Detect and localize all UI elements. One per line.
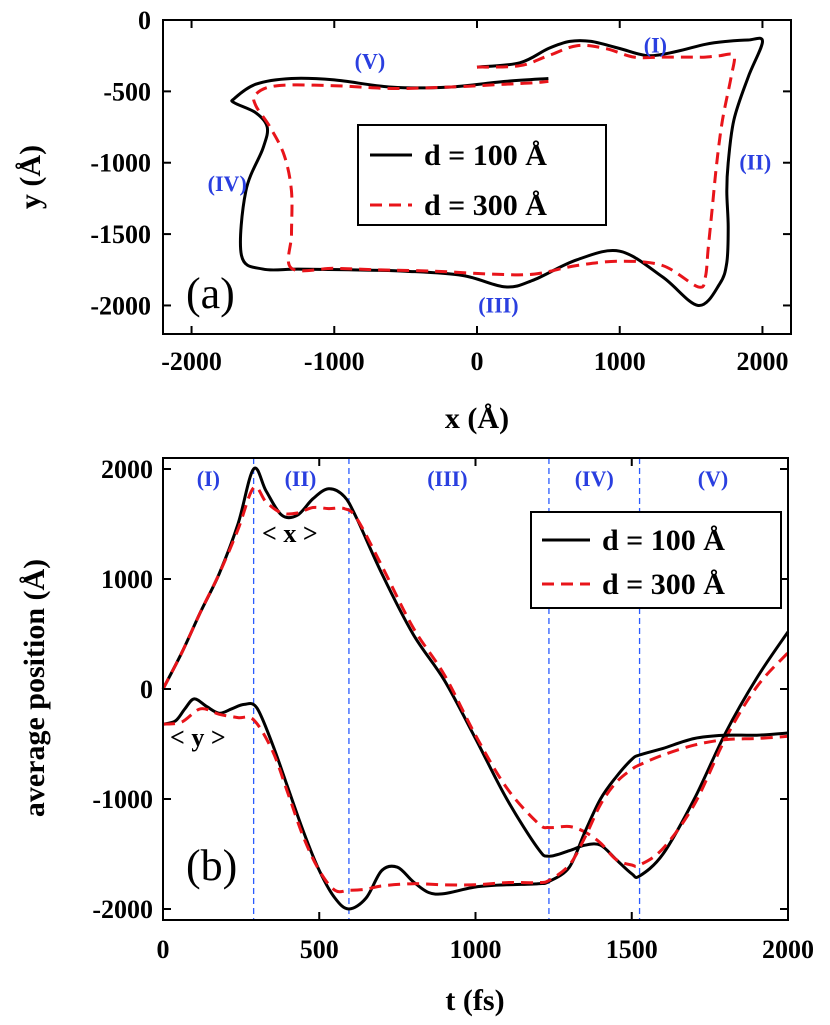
panel-b-series-x-d100-line bbox=[161, 466, 790, 879]
panel-b-region-label: (IV) bbox=[575, 466, 614, 491]
panel-a-y-tick-label: -1000 bbox=[90, 149, 151, 178]
panel-b-plot-area bbox=[161, 466, 790, 911]
panel-b-region-labels: (I) (II) (III) (IV) (V) bbox=[197, 466, 729, 491]
panel-b-legend: d = 100 Å d = 300 Å bbox=[530, 511, 782, 609]
panel-a-region-label: (V) bbox=[355, 48, 386, 73]
panel-b-y-tick-label: -2000 bbox=[92, 895, 153, 924]
panel-a-ticks bbox=[163, 19, 791, 334]
panel-a-x-axis-title: x (Å) bbox=[445, 402, 509, 435]
panel-a-x-tick-label: 1000 bbox=[594, 347, 646, 376]
panel-b-y-axis-title: average position (Å) bbox=[18, 559, 51, 817]
panel-b-region-label: (I) bbox=[197, 466, 220, 491]
panel-b-region-boundaries bbox=[252, 458, 641, 920]
panel-a-region-label: (IV) bbox=[208, 171, 247, 196]
panel-a-x-tick-label: 0 bbox=[471, 347, 484, 376]
panel-b-x-tick-label: 1500 bbox=[606, 935, 658, 964]
panel-a-region-label: (I) bbox=[644, 33, 667, 58]
panel-a-legend-label-100: d = 100 Å bbox=[424, 139, 547, 172]
panel-a-region-labels: (I) (II) (III) (IV) (V) bbox=[208, 33, 772, 318]
panel-b-x-tick-label: 2000 bbox=[762, 935, 814, 964]
panel-a-plot-area bbox=[230, 36, 765, 307]
panel-a-series-d100-line bbox=[230, 36, 765, 307]
panel-a-y-tick-label: -1500 bbox=[90, 220, 151, 249]
panel-b-x-tick-label: 1000 bbox=[450, 935, 502, 964]
panel-b-series-y-d300-line bbox=[162, 707, 789, 894]
panel-b-y-tick-label: 1000 bbox=[101, 565, 153, 594]
panel-b-region-label: (II) bbox=[285, 466, 317, 491]
panel-a-y-tick-label: -2000 bbox=[90, 291, 151, 320]
panel-b-x-axis-title: t (fs) bbox=[445, 984, 504, 1017]
panel-b-annotation-y: < y > bbox=[170, 723, 226, 752]
panel-a-y-tick-label: 0 bbox=[138, 6, 151, 35]
panel-a-legend-box bbox=[357, 124, 607, 226]
panel-b-label: (b) bbox=[186, 841, 237, 890]
panel-b-region-label: (V) bbox=[698, 466, 729, 491]
panel-a-series-d300-line bbox=[252, 43, 737, 289]
panel-b-legend-label-300: d = 300 Å bbox=[602, 568, 725, 601]
panel-b-y-tick-label: -1000 bbox=[92, 785, 153, 814]
panel-b-legend-box bbox=[530, 511, 782, 609]
panel-b-x-tick-label: 500 bbox=[300, 935, 339, 964]
panel-a-y-axis-title: y (Å) bbox=[14, 145, 47, 209]
panel-a-x-tick-label: -2000 bbox=[161, 347, 222, 376]
panel-b: (I) (II) (III) (IV) (V) 0 500 1000 1500 2000 2000… bbox=[18, 455, 814, 1017]
panel-b-ticks bbox=[162, 458, 789, 920]
panel-b-y-tick-label: 2000 bbox=[101, 455, 153, 484]
panel-b-series-x-d300-line bbox=[161, 485, 790, 868]
panel-a-label: (a) bbox=[186, 269, 235, 318]
panel-a-y-tick-label: -500 bbox=[103, 77, 151, 106]
panel-a-tick-labels: -2000 -1000 0 1000 2000 0 -500 -1000 -1500 -2000 bbox=[90, 6, 788, 376]
panel-a-region-label: (II) bbox=[739, 150, 771, 175]
panel-a-legend-label-300: d = 300 Å bbox=[424, 189, 547, 222]
panel-a-legend: d = 100 Å d = 300 Å bbox=[357, 124, 607, 226]
panel-b-series-y-d100-line bbox=[162, 697, 789, 911]
panel-b-y-tick-label: 0 bbox=[140, 675, 153, 704]
panel-a: (I) (II) (III) (IV) (V) -2000 -1000 0 1000 2000 0… bbox=[14, 6, 792, 435]
panel-b-region-label: (III) bbox=[427, 466, 467, 491]
panel-a-region-label: (III) bbox=[478, 292, 518, 317]
panel-b-legend-label-100: d = 100 Å bbox=[602, 524, 725, 557]
panel-b-x-tick-label: 0 bbox=[157, 935, 170, 964]
panel-b-annotation-x: < x > bbox=[262, 519, 318, 548]
panel-a-x-tick-label: 2000 bbox=[736, 347, 788, 376]
panel-b-tick-labels: 0 500 1000 1500 2000 2000 1000 0 -1000 -2000 bbox=[92, 455, 814, 964]
panel-a-x-tick-label: -1000 bbox=[304, 347, 365, 376]
